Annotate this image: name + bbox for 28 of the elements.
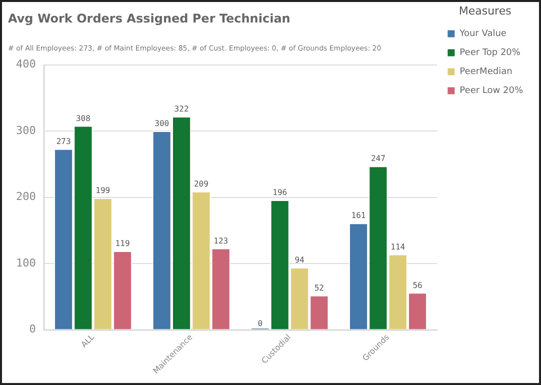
data-label: 94	[294, 256, 305, 265]
data-label: 119	[115, 239, 130, 248]
chart-title: Avg Work Orders Assigned Per Technician	[8, 11, 290, 26]
data-label: 322	[174, 104, 189, 114]
data-label: 161	[351, 211, 366, 220]
data-label: 0	[258, 318, 263, 328]
legend-label: Peer Low 20%	[460, 86, 524, 96]
y-tick-label: 100	[16, 256, 36, 270]
data-label: 56	[412, 280, 422, 290]
data-label: 52	[314, 283, 324, 292]
y-tick-label: 0	[29, 322, 36, 336]
data-label: 199	[96, 186, 110, 196]
y-tick-label: 200	[16, 190, 36, 204]
y-tick-label: 400	[16, 58, 36, 71]
legend-title: Measures	[458, 4, 512, 18]
legend-label: Your Value	[458, 29, 507, 40]
data-label: 209	[194, 179, 209, 188]
data-label: 300	[154, 119, 170, 128]
legend-label: PeerMedian	[460, 67, 512, 78]
data-label: 247	[370, 154, 386, 164]
legend-label: Peer Top 20%	[460, 48, 521, 58]
data-label: 196	[272, 188, 288, 198]
data-label: 114	[390, 242, 406, 252]
data-label: 123	[214, 236, 228, 246]
y-tick-label: 300	[16, 124, 36, 137]
data-label: 308	[76, 114, 91, 123]
data-label: 273	[56, 137, 71, 146]
x-tick-label: ALL	[79, 332, 96, 350]
